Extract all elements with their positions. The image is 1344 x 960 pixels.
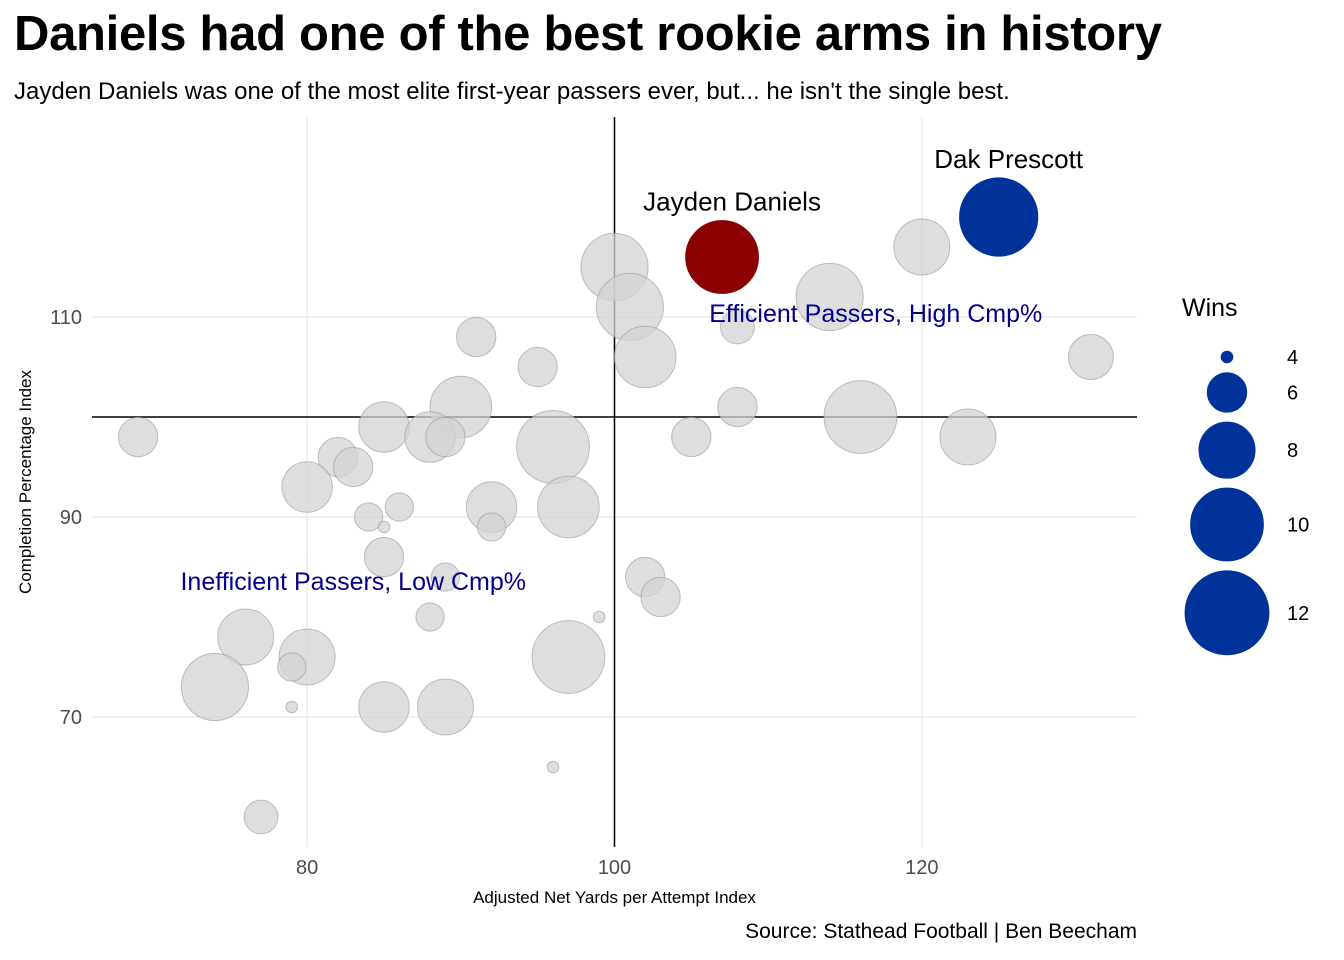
qb-bubble: [353, 502, 384, 532]
qb-bubble: [671, 416, 712, 458]
x-tick-label: 120: [905, 857, 938, 879]
qb-bubble: [517, 346, 558, 388]
qb-bubble: [613, 325, 677, 389]
qb-bubble: [377, 520, 391, 534]
x-tick-label: 100: [598, 857, 631, 879]
legend-key-bubble: [1184, 570, 1270, 656]
annotations-layer: Jayden Daniels Dak Prescott Efficient Pass…: [180, 144, 1083, 596]
bubbles-layer: [117, 177, 1114, 835]
axes-layer: 80 100 120 70 90 110 Adjusted Net Yards per At…: [16, 307, 939, 907]
qb-bubble: [893, 218, 951, 276]
legend-key-label: 6: [1287, 382, 1298, 404]
qb-bubble: [285, 700, 299, 714]
qb-bubble: [117, 416, 159, 458]
source-caption: Source: Stathead Football | Ben Beecham: [745, 920, 1137, 943]
qb-bubble: [531, 620, 606, 694]
wins-legend: Wins 4 6 8 10 12: [1182, 294, 1309, 656]
qb-bubble: [363, 536, 405, 578]
x-tick-label: 80: [296, 857, 318, 879]
legend-key-label: 4: [1287, 347, 1298, 369]
qb-bubble: [640, 576, 681, 618]
x-axis-title: Adjusted Net Yards per Attempt Index: [473, 888, 756, 907]
qb-bubble: [217, 608, 275, 666]
legend-key-bubble: [1206, 372, 1248, 413]
chart-title: Daniels had one of the best rookie arms …: [14, 7, 1162, 61]
qb-bubble: [333, 446, 374, 488]
qb-bubble: [546, 760, 560, 774]
qb-bubble: [939, 408, 997, 466]
legend-key-label: 10: [1287, 515, 1309, 537]
qb-bubble: [592, 610, 606, 624]
legend-key-label: 8: [1287, 440, 1298, 462]
qb-bubble: [456, 316, 497, 358]
qb-bubble: [823, 380, 898, 454]
qb-bubble: [358, 681, 410, 733]
qb-bubble: [1067, 334, 1114, 380]
qb-bubble: [243, 799, 279, 835]
qb-bubble: [430, 562, 461, 592]
qb-bubble: [358, 401, 410, 453]
qb-bubble: [277, 652, 307, 682]
quadrant-label: Inefficient Passers, Low Cmp%: [180, 568, 526, 596]
qb-bubble: [516, 410, 590, 484]
qb-bubble: [537, 475, 600, 539]
y-tick-label: 110: [50, 307, 82, 329]
qb-bubble: [717, 386, 758, 428]
qb-bubble: [795, 262, 864, 332]
qb-bubble: [425, 416, 466, 458]
qb-bubble: [180, 652, 250, 722]
quadrant-label: Efficient Passers, High Cmp%: [709, 300, 1042, 328]
legend-key-bubble: [1220, 350, 1234, 364]
legend-title: Wins: [1182, 294, 1238, 322]
qb-bubble: [415, 602, 445, 632]
highlight-label: Jayden Daniels: [643, 187, 821, 217]
highlight-label: Dak Prescott: [934, 144, 1084, 174]
highlight-bubble: [685, 220, 759, 294]
legend-key-bubble: [1198, 421, 1256, 479]
qb-bubble: [416, 678, 474, 736]
qb-bubble: [476, 512, 507, 542]
qb-bubble: [384, 492, 414, 522]
chart-subtitle: Jayden Daniels was one of the most elite…: [14, 78, 1010, 105]
y-tick-label: 90: [60, 507, 82, 529]
qb-bubble: [720, 309, 755, 345]
highlight-bubble: [959, 177, 1039, 257]
y-axis-title: Completion Percentage Index: [16, 370, 35, 594]
qb-bubble: [281, 461, 333, 513]
y-tick-label: 70: [60, 707, 82, 729]
legend-key-bubble: [1190, 487, 1264, 562]
legend-key-label: 12: [1287, 603, 1309, 625]
